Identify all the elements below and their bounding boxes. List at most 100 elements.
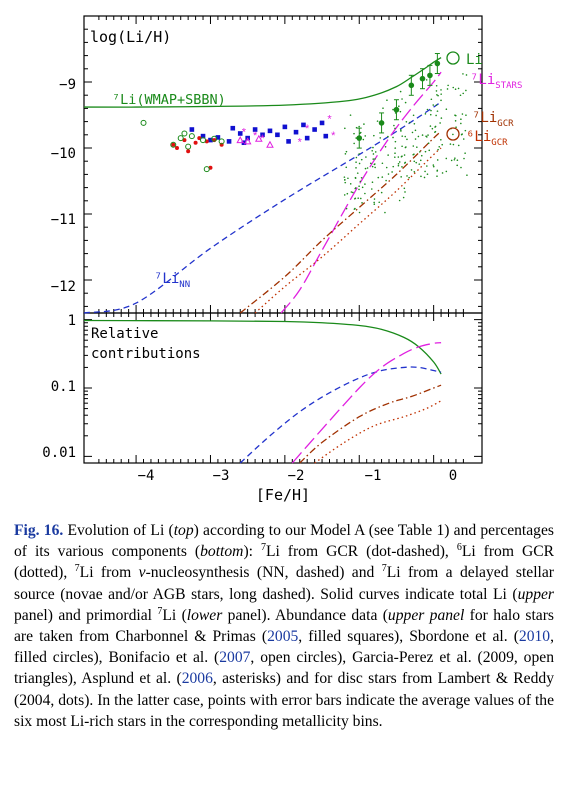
- data-point-dot: [356, 172, 359, 174]
- data-point-dot: [343, 194, 346, 196]
- data-point-dot: [370, 188, 373, 190]
- data-point-dot: [430, 109, 432, 112]
- data-point-dot: [364, 192, 366, 195]
- label-li-nn: ⁷LiNN: [154, 271, 190, 290]
- data-point-dot: [435, 104, 438, 106]
- data-point-dot: [464, 152, 466, 154]
- data-point-dot: [358, 185, 360, 188]
- data-point-square: [267, 128, 273, 134]
- data-point-dot: [360, 177, 363, 179]
- data-point-square: [208, 137, 213, 143]
- data-point-dot: [418, 163, 421, 165]
- data-point-open-circle: [211, 135, 218, 142]
- data-point-dot: [454, 157, 456, 159]
- data-point-dot: [432, 164, 435, 166]
- label-wmap-sbbn: ⁷Li(WMAP+SBBN): [112, 92, 226, 108]
- data-point-dot: [360, 158, 363, 161]
- label-li-stars-sub: STARS: [495, 81, 522, 91]
- data-point-dot: [415, 161, 418, 164]
- data-point-asterisk: *: [242, 127, 247, 139]
- data-point-dot: [460, 122, 462, 125]
- data-point-dot: [436, 110, 439, 112]
- data-point-dot: [412, 114, 415, 117]
- data-point-dot: [364, 135, 367, 137]
- data-point-dot: [416, 146, 418, 148]
- data-point-square: [237, 131, 243, 136]
- data-point-dot: [434, 130, 437, 133]
- data-point-dot: [440, 93, 442, 95]
- li6-open-circle-icon: [446, 127, 460, 141]
- data-point-dot: [404, 135, 407, 138]
- label-li-total: Li: [466, 52, 483, 68]
- data-point-dot: [377, 176, 380, 179]
- data-point-dot: [421, 134, 424, 136]
- data-point-dot: [353, 132, 355, 135]
- data-point-open-circle: [188, 133, 195, 140]
- data-point-dot: [435, 84, 438, 87]
- data-point-dot: [462, 92, 465, 95]
- data-point-dot: [355, 156, 358, 159]
- data-point-dot: [413, 153, 415, 156]
- data-point-dot: [345, 207, 348, 210]
- data-point-dot: [436, 170, 438, 172]
- data-point-dot: [447, 84, 449, 87]
- data-point-dot: [406, 175, 408, 177]
- data-point-dot: [428, 149, 431, 152]
- data-point-dot: [371, 150, 373, 152]
- x-axis-label: [Fe/H]: [256, 486, 310, 504]
- data-point-dot: [427, 142, 430, 145]
- data-point-dot: [397, 162, 400, 165]
- data-point-dot: [420, 175, 422, 178]
- data-point-dot: [441, 143, 444, 146]
- label-li7-gcr-sub: GCR: [497, 119, 514, 129]
- citation-link[interactable]: 2007: [219, 649, 251, 667]
- x-tick-label: −4: [138, 468, 155, 484]
- data-point-dot: [394, 140, 397, 143]
- data-point-dot: [456, 164, 458, 167]
- y-tick-label: 1: [68, 313, 76, 329]
- data-point-open-circle: [177, 135, 184, 142]
- citation-link[interactable]: 2010: [518, 628, 551, 646]
- data-point-dot: [462, 138, 465, 140]
- data-point-triangle: [266, 140, 274, 148]
- label-li7-gcr: ⁷LiGCR: [472, 110, 514, 129]
- data-point-dot: [445, 157, 448, 160]
- data-point-dot: [345, 166, 348, 169]
- data-point-dot: [441, 172, 444, 174]
- data-point-filled-circle: [186, 149, 191, 154]
- data-point-square: [226, 139, 232, 144]
- data-point-filled-circle: [171, 142, 176, 147]
- data-point-dot: [401, 145, 403, 148]
- data-point-dot: [397, 164, 400, 167]
- data-point-dot: [371, 165, 374, 168]
- data-point-dot: [418, 151, 421, 153]
- data-point-square: [323, 133, 329, 139]
- data-point-dot: [440, 89, 442, 91]
- data-point-average: [427, 72, 433, 79]
- data-point-dot: [385, 179, 387, 182]
- data-point-dot: [403, 187, 406, 190]
- data-point-dot: [449, 143, 452, 145]
- data-point-dot: [392, 165, 395, 168]
- data-point-dot: [414, 129, 417, 132]
- data-point-dot: [363, 123, 365, 125]
- data-point-dot: [364, 167, 367, 170]
- data-point-dot: [398, 105, 400, 108]
- data-point-square: [286, 139, 291, 144]
- citation-link[interactable]: 2006: [181, 670, 213, 688]
- data-point-dot: [394, 156, 396, 158]
- data-point-dot: [398, 161, 401, 163]
- data-point-dot: [354, 197, 357, 200]
- data-point-dot: [434, 125, 437, 128]
- data-point-dot: [372, 158, 375, 160]
- data-point-dot: [465, 89, 467, 92]
- data-point-triangle: [243, 137, 252, 145]
- x-tick-label: −2: [288, 468, 305, 484]
- data-point-dot: [462, 73, 464, 75]
- data-point-dot: [345, 150, 348, 153]
- data-point-average: [378, 120, 385, 126]
- data-point-square: [312, 127, 317, 132]
- data-point-dot: [461, 133, 463, 135]
- citation-link[interactable]: 2005: [267, 628, 299, 646]
- data-point-dot: [365, 156, 367, 158]
